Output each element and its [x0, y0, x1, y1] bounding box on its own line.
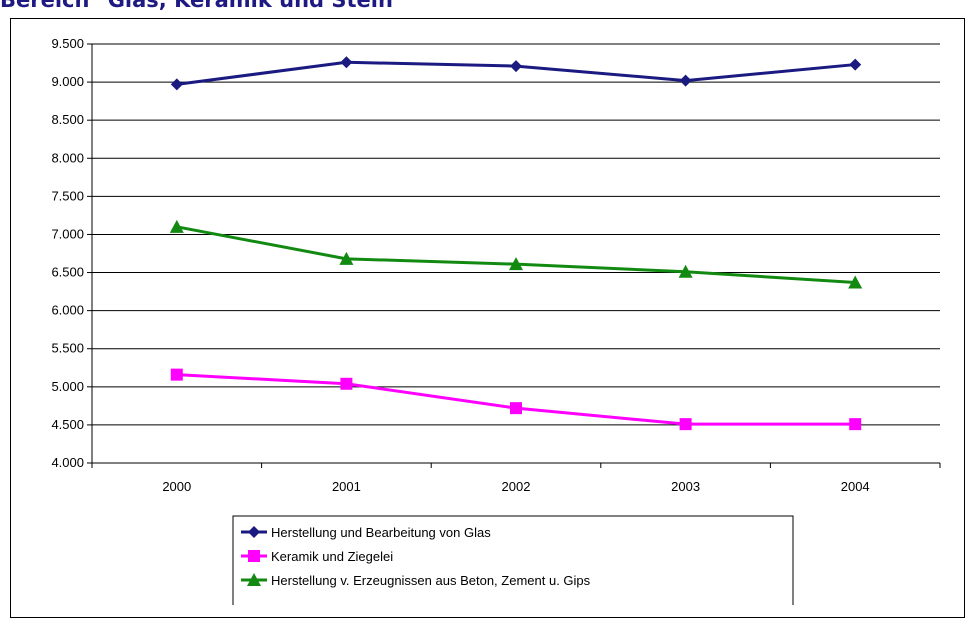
y-tick-label: 8.500 [51, 112, 84, 127]
legend-marker [248, 550, 260, 562]
x-tick-label: 2001 [332, 479, 361, 494]
series-line-2 [176, 373, 856, 426]
y-tick-label: 5.500 [51, 341, 84, 356]
series-lines [176, 60, 856, 426]
x-axis-ticks: 2000 2001 2002 2003 2004 [91, 463, 941, 494]
y-tick-label: 8.000 [51, 150, 84, 165]
x-tick-label: 2000 [162, 479, 191, 494]
legend-label: Herstellung v. Erzeugnissen aus Beton, Z… [271, 573, 591, 588]
data-point [339, 251, 354, 265]
y-tick-label: 4.000 [51, 455, 84, 470]
data-point [679, 418, 692, 431]
data-point [170, 78, 183, 91]
legend-item: Keramik und Ziegelei [241, 549, 393, 564]
y-tick-label: 9.500 [51, 36, 84, 51]
data-point [679, 74, 692, 87]
y-axis-ticks: 4.000 4.500 5.000 5.500 6.000 6.500 7.000 7.500… [51, 36, 92, 470]
y-tick-label: 6.000 [51, 303, 84, 318]
data-point [509, 257, 523, 271]
legend-box [232, 515, 794, 605]
series-line-3 [176, 225, 856, 284]
data-point [849, 418, 862, 431]
y-tick-label: 7.000 [51, 226, 84, 241]
data-point [510, 60, 522, 73]
legend-marker [248, 526, 260, 538]
x-tick-label: 2004 [841, 479, 870, 494]
y-tick-label: 5.000 [51, 379, 84, 394]
x-tick-label: 2002 [502, 479, 531, 494]
data-point [340, 56, 353, 69]
data-point [510, 402, 522, 415]
data-point [340, 377, 353, 390]
y-tick-label: 4.500 [51, 417, 84, 432]
legend-item: Herstellung v. Erzeugnissen aus Beton, Z… [241, 573, 591, 588]
gridlines [92, 43, 940, 464]
data-point [848, 275, 863, 289]
legend: Herstellung und Bearbeitung von Glas Kera… [232, 515, 794, 605]
data-point [170, 368, 183, 381]
y-tick-label: 7.500 [51, 188, 84, 203]
x-tick-label: 2003 [671, 479, 700, 494]
legend-label: Herstellung und Bearbeitung von Glas [271, 525, 491, 540]
y-tick-label: 9.000 [51, 74, 84, 89]
legend-label: Keramik und Ziegelei [271, 549, 393, 564]
chart-title: Bereich "Glas, Keramik und Stein" [0, 0, 404, 12]
legend-item: Herstellung und Bearbeitung von Glas [241, 525, 491, 540]
data-point [849, 58, 862, 71]
legend-marker [247, 573, 261, 586]
y-tick-label: 6.500 [51, 265, 84, 280]
line-chart: 4.000 4.500 5.000 5.500 6.000 6.500 7.000 7.500… [51, 36, 941, 605]
series-markers [169, 56, 863, 431]
data-point [169, 219, 184, 233]
data-point [678, 264, 693, 278]
plot-area-border [91, 44, 940, 464]
